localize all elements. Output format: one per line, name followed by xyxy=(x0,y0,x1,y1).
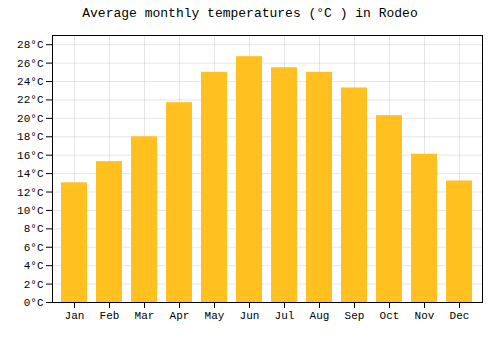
svg-text:Oct: Oct xyxy=(380,310,400,322)
svg-text:18°C: 18°C xyxy=(17,131,44,143)
svg-text:Jun: Jun xyxy=(240,310,260,322)
svg-text:Jan: Jan xyxy=(65,310,85,322)
svg-text:0°C: 0°C xyxy=(24,297,44,309)
svg-text:Mar: Mar xyxy=(135,310,155,322)
svg-text:6°C: 6°C xyxy=(24,242,44,254)
svg-text:12°C: 12°C xyxy=(17,187,44,199)
svg-text:Apr: Apr xyxy=(170,310,190,322)
svg-text:14°C: 14°C xyxy=(17,168,44,180)
svg-text:4°C: 4°C xyxy=(24,260,44,272)
svg-text:28°C: 28°C xyxy=(17,39,44,51)
svg-text:26°C: 26°C xyxy=(17,58,44,70)
svg-text:2°C: 2°C xyxy=(24,279,44,291)
svg-text:May: May xyxy=(205,310,225,322)
html-text:Average monthly temperatures (: Average monthly temperatures (°C ) in Ro… xyxy=(82,6,418,21)
svg-text:8°C: 8°C xyxy=(24,223,44,235)
svg-text:Dec: Dec xyxy=(450,310,470,322)
svg-text:Feb: Feb xyxy=(100,310,120,322)
svg-text:16°C: 16°C xyxy=(17,150,44,162)
svg-text:Jul: Jul xyxy=(275,310,295,322)
svg-text:22°C: 22°C xyxy=(17,94,44,106)
svg-text:10°C: 10°C xyxy=(17,205,44,217)
svg-text:Aug: Aug xyxy=(310,310,330,322)
svg-text:24°C: 24°C xyxy=(17,76,44,88)
svg-text:Nov: Nov xyxy=(415,310,435,322)
svg-text:Sep: Sep xyxy=(345,310,365,322)
svg-text:20°C: 20°C xyxy=(17,113,44,125)
